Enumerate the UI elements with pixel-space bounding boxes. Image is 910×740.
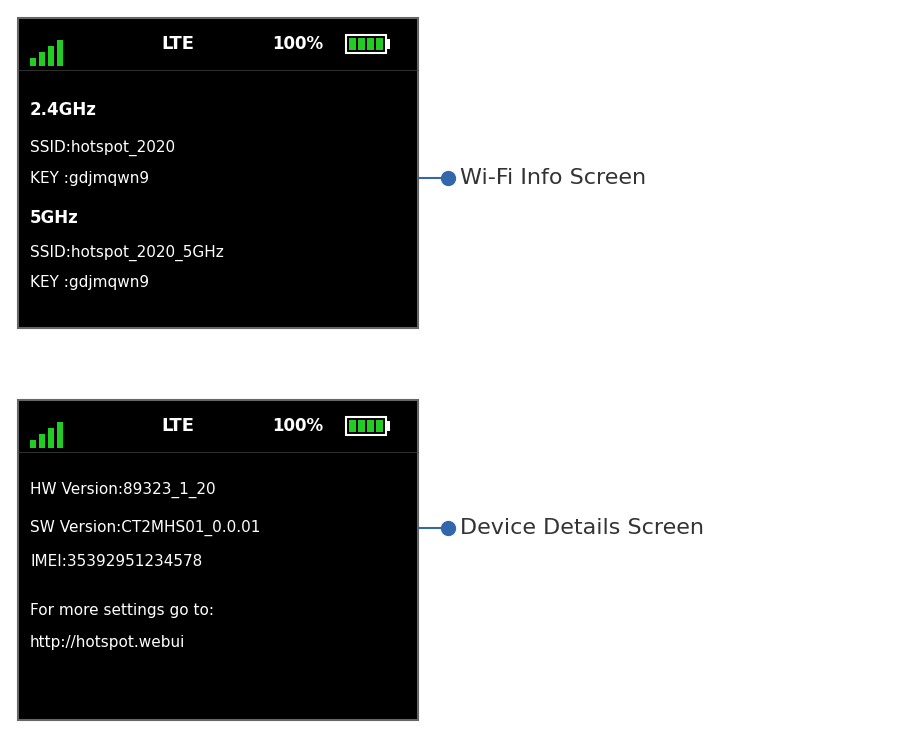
Text: SSID:hotspot_2020: SSID:hotspot_2020 (30, 140, 175, 156)
Bar (376, 420, 383, 432)
Text: KEY :gdjmqwn9: KEY :gdjmqwn9 (30, 275, 149, 291)
Text: IMEI:35392951234578: IMEI:35392951234578 (30, 554, 202, 570)
Bar (349, 38, 356, 50)
Bar (358, 38, 365, 50)
Bar (349, 420, 356, 432)
Bar (39, 52, 45, 66)
Text: KEY :gdjmqwn9: KEY :gdjmqwn9 (30, 170, 149, 186)
Bar (358, 420, 365, 432)
Text: HW Version:89323_1_20: HW Version:89323_1_20 (30, 482, 216, 498)
Text: 5GHz: 5GHz (30, 209, 79, 227)
Bar (18, 18, 418, 328)
Bar (367, 420, 374, 432)
Text: LTE: LTE (161, 35, 195, 53)
Bar (18, 400, 418, 720)
Bar (30, 440, 36, 448)
Bar (386, 421, 390, 431)
Text: 100%: 100% (272, 417, 324, 435)
Text: SSID:hotspot_2020_5GHz: SSID:hotspot_2020_5GHz (30, 245, 224, 261)
Bar (376, 38, 383, 50)
Bar (48, 46, 54, 66)
Bar (367, 38, 374, 50)
Bar (39, 434, 45, 448)
Text: Device Details Screen: Device Details Screen (460, 518, 704, 538)
Bar (346, 417, 386, 435)
Bar (30, 58, 36, 66)
Text: LTE: LTE (161, 417, 195, 435)
Text: 2.4GHz: 2.4GHz (30, 101, 96, 119)
Bar (346, 35, 386, 53)
Bar (57, 422, 63, 448)
Text: Wi-Fi Info Screen: Wi-Fi Info Screen (460, 168, 646, 188)
Text: http://hotspot.webui: http://hotspot.webui (30, 636, 186, 650)
Text: SW Version:CT2MHS01_0.0.01: SW Version:CT2MHS01_0.0.01 (30, 520, 260, 536)
Text: 100%: 100% (272, 35, 324, 53)
Text: For more settings go to:: For more settings go to: (30, 602, 214, 617)
Bar (386, 39, 390, 49)
Bar (48, 428, 54, 448)
Bar (57, 40, 63, 66)
